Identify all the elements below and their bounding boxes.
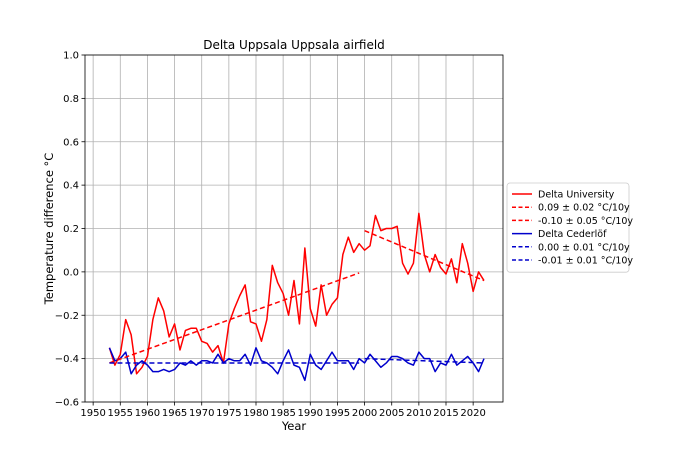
legend-label: 0.00 ± 0.01 °C/10y (538, 242, 630, 253)
trend-line-1 (109, 272, 360, 364)
trend-line-4 (364, 357, 485, 364)
y-tick-label: 0.8 (63, 94, 79, 105)
x-tick-label: 2000 (352, 408, 377, 419)
x-tick-label: 1995 (325, 408, 350, 419)
x-tick-label: 2015 (433, 408, 458, 419)
x-tick-label: 2010 (406, 408, 431, 419)
y-tick-label: −0.6 (55, 398, 79, 409)
x-tick-label: 2020 (460, 408, 485, 419)
legend-box (506, 182, 630, 273)
y-tick-label: 0.4 (63, 181, 79, 192)
legend-label: Delta University (538, 190, 615, 201)
legend-label: Delta Cederlöf (538, 229, 607, 240)
legend-label: -0.10 ± 0.05 °C/10y (538, 216, 633, 227)
x-tick-label: 1955 (108, 408, 133, 419)
x-tick-label: 1975 (216, 408, 241, 419)
y-axis-label: Temperature difference °C (42, 153, 56, 306)
trend-line-2 (364, 229, 485, 282)
x-tick-label: 1990 (298, 408, 323, 419)
legend-label: -0.01 ± 0.01 °C/10y (538, 256, 633, 267)
y-tick-label: −0.4 (55, 354, 79, 365)
x-axis: 1950 1955 1960 1965 1970 1975 1980 1985 1990 1995… (80, 402, 486, 419)
x-tick-label: 1965 (162, 408, 187, 419)
series-line-2 (108, 347, 485, 382)
x-tick-label: 1985 (270, 408, 295, 419)
legend: Delta University 0.09 ± 0.02 °C/10y -0.10 … (506, 182, 633, 273)
x-axis-label: Year (281, 419, 307, 433)
x-tick-label: 1960 (135, 408, 160, 419)
y-tick-label: 0.6 (63, 137, 79, 148)
chart-title: Delta Uppsala Uppsala airfield (203, 38, 385, 52)
plot-area (108, 212, 485, 382)
grid (85, 54, 503, 403)
y-tick-label: 0.0 (63, 267, 79, 278)
y-tick-label: −0.2 (55, 311, 79, 322)
x-tick-label: 2005 (379, 408, 404, 419)
series-line-1 (108, 212, 485, 375)
y-tick-label: 1.0 (63, 51, 79, 62)
y-tick-label: 0.2 (63, 224, 79, 235)
x-tick-label: 1970 (189, 408, 214, 419)
y-axis: −0.6 −0.4 −0.2 0.0 0.2 0.4 0.6 0.8 1.0 (55, 51, 85, 409)
x-tick-label: 1950 (80, 408, 105, 419)
legend-label: 0.09 ± 0.02 °C/10y (538, 203, 630, 214)
x-tick-label: 1980 (243, 408, 268, 419)
